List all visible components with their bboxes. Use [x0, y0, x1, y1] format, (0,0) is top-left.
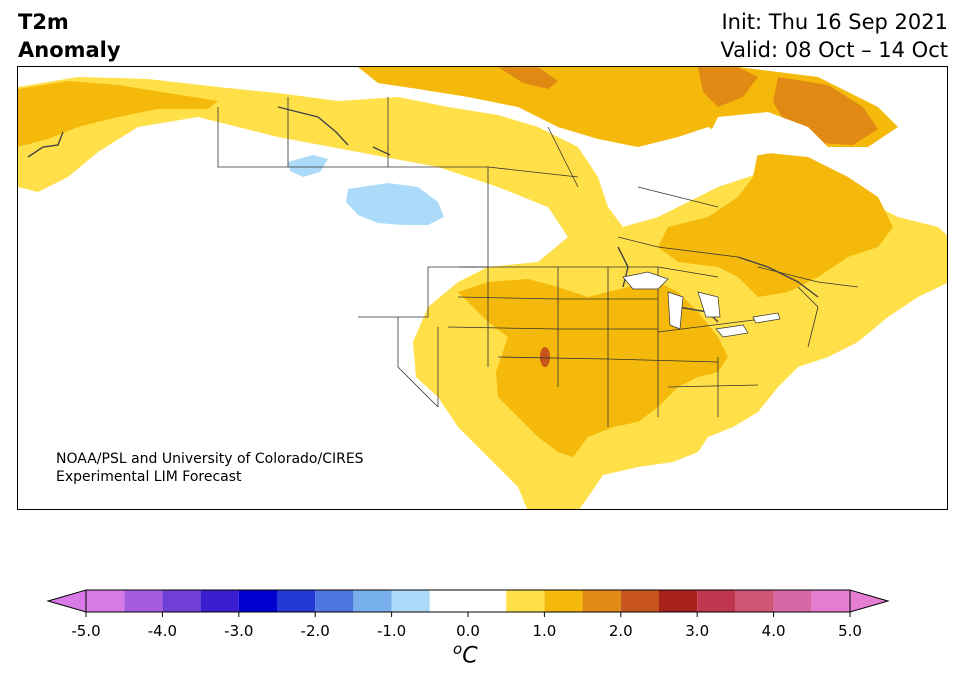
colorbar-tick-label: -4.0	[147, 622, 178, 640]
great-lakes	[622, 271, 781, 338]
colorbar-bin	[124, 590, 163, 612]
colorbar-unit: oC	[453, 640, 478, 668]
colorbar-bin	[238, 590, 277, 612]
forecast-info: Init: Thu 16 Sep 2021 Valid: 08 Oct – 14…	[720, 8, 948, 64]
colorbar-tick-label: 4.0	[761, 622, 786, 640]
unit-superscript: o	[453, 640, 463, 658]
colorbar-tick-label: 2.0	[608, 622, 633, 640]
colorbar-bin	[773, 590, 812, 612]
colorbar-bin	[200, 590, 239, 612]
anomaly-zone-1.0-1.5	[18, 81, 218, 147]
map-title-line1: T2m	[18, 10, 69, 34]
colorbar-tick-label: 3.0	[685, 622, 710, 640]
anomaly-map-svg	[18, 67, 947, 509]
anomaly-zone-1.5-2.0-arctic	[498, 67, 558, 89]
colorbar-bin	[277, 590, 316, 612]
colorbar-bin	[506, 590, 545, 612]
anomaly-zone-2.0-2.5	[540, 347, 550, 367]
anomaly-zone-neg-0.5-1.0-west	[288, 155, 328, 177]
anomaly-zone-1.0-1.5-central	[458, 279, 728, 457]
colorbar-under-arrow	[46, 589, 87, 613]
political-borders	[217, 97, 859, 427]
unit-base: C	[462, 643, 478, 669]
map-title: T2m Anomaly	[18, 8, 121, 64]
colorbar-bin	[86, 590, 125, 612]
colorbar-bin	[620, 590, 659, 612]
colorbar-bin	[315, 590, 354, 612]
map-title-line2: Anomaly	[18, 38, 121, 62]
colorbar-tick-label: -3.0	[224, 622, 254, 640]
colorbar-tick-label: 1.0	[532, 622, 557, 640]
colorbar-tick-label: -5.0	[71, 622, 101, 640]
colorbar-tick-label: 0.0	[456, 622, 480, 640]
colorbar-bin	[582, 590, 621, 612]
init-date: Init: Thu 16 Sep 2021	[721, 10, 948, 34]
valid-range: Valid: 08 Oct – 14 Oct	[720, 38, 948, 62]
colorbar-tick-label: 5.0	[838, 622, 862, 640]
colorbar-bin	[391, 590, 430, 612]
colorbar-bin	[353, 590, 392, 612]
colorbar-bin	[735, 590, 774, 612]
colorbar	[46, 589, 890, 617]
colorbar-over-arrow	[849, 589, 890, 613]
credit-line2: Experimental LIM Forecast	[56, 469, 242, 485]
anomaly-zone-neg-0.5-1.0-prairie	[346, 183, 444, 225]
anomaly-zone-1.0-1.5-hudson	[658, 152, 893, 297]
colorbar-bin	[697, 590, 736, 612]
credit-line1: NOAA/PSL and University of Colorado/CIRE…	[56, 451, 364, 467]
neutral-zone-greenland	[708, 112, 828, 162]
colorbar-bin	[659, 590, 698, 612]
colorbar-bin	[811, 590, 850, 612]
anomaly-map: NOAA/PSL and University of Colorado/CIRE…	[17, 66, 948, 510]
colorbar-bin	[544, 590, 583, 612]
colorbar-bin	[429, 590, 507, 612]
colorbar-tick-label: -1.0	[376, 622, 407, 640]
colorbar-tick-label: -2.0	[300, 622, 330, 640]
anomaly-zone-1.5-2.0-greenland	[698, 67, 758, 107]
credit-note: NOAA/PSL and University of Colorado/CIRE…	[56, 450, 364, 486]
colorbar-bin	[162, 590, 201, 612]
